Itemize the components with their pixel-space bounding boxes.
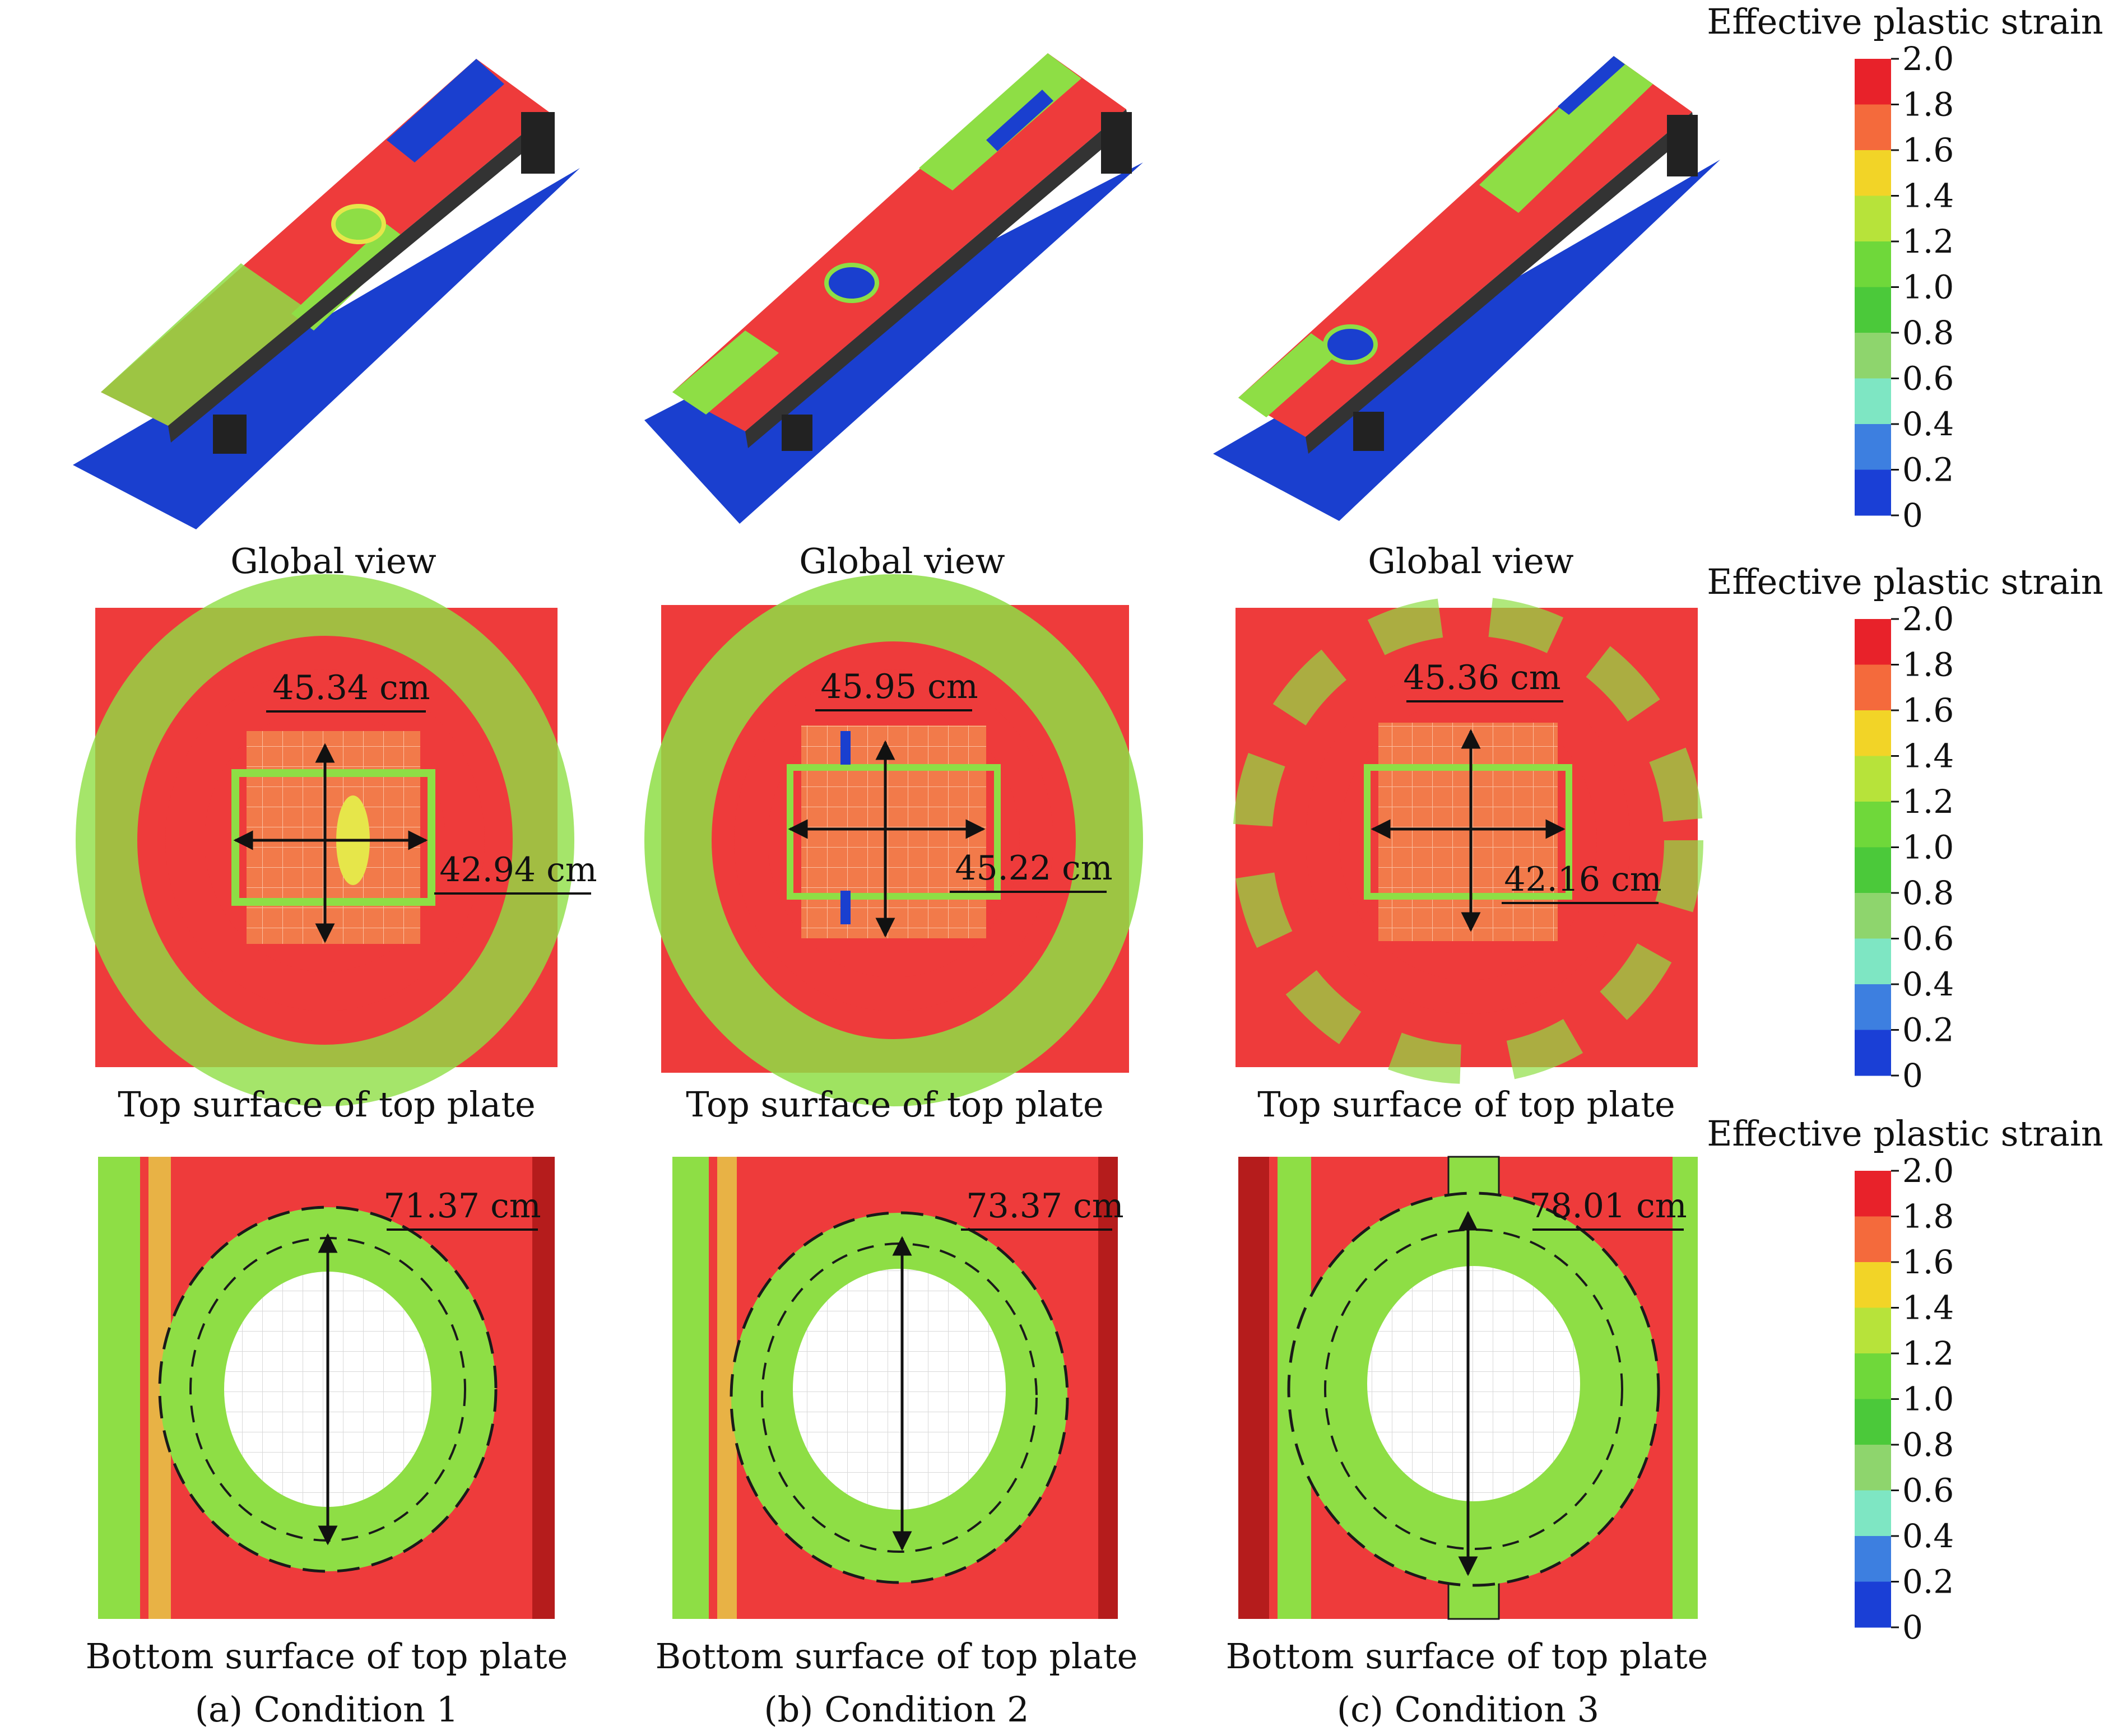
- colorbar-tick-label: 0: [1902, 496, 1923, 534]
- colorbar-segment: [1855, 150, 1891, 196]
- colorbar-segment: [1855, 469, 1891, 516]
- colorbar-title: Effective plastic strain: [1707, 561, 2103, 602]
- top-b-width-label: 45.22 cm: [955, 849, 1112, 888]
- colorbar-segment: [1855, 1490, 1891, 1537]
- colorbar-segment: [1855, 378, 1891, 425]
- colorbar-segment: [1855, 1262, 1891, 1308]
- bottom-surface-label-b: Bottom surface of top plate: [655, 1636, 1138, 1677]
- top-surface-label-b: Top surface of top plate: [686, 1084, 1104, 1125]
- colorbar-tick-label: 0.4: [1902, 965, 1954, 1003]
- colorbar-tick-label: 1.2: [1902, 1334, 1954, 1372]
- global-view-b: [644, 53, 1143, 524]
- colorbar-tick-label: 1.0: [1902, 1380, 1954, 1418]
- colorbar-tick-label: 0: [1902, 1608, 1923, 1646]
- colorbar-segment: [1855, 938, 1891, 985]
- colorbar-segment: [1855, 756, 1891, 802]
- caption-b: (b) Condition 2: [764, 1689, 1029, 1730]
- top-c-width-label: 42.16 cm: [1504, 860, 1661, 899]
- colorbar-segment: [1855, 287, 1891, 333]
- colorbar-tick-label: 1.6: [1902, 691, 1954, 729]
- top-surface-label-a: Top surface of top plate: [118, 1084, 536, 1125]
- colorbar-tick-label: 0.2: [1902, 451, 1954, 489]
- colorbar-tick-label: 0.8: [1902, 1426, 1954, 1464]
- colorbar-tick-label: 1.6: [1902, 1243, 1954, 1281]
- colorbar-tick-label: 0: [1902, 1057, 1923, 1095]
- colorbar-tick-label: 2.0: [1902, 600, 1954, 638]
- caption-a: (a) Condition 1: [194, 1689, 459, 1730]
- caption-c: (c) Condition 3: [1336, 1689, 1600, 1730]
- colorbar-segment: [1855, 893, 1891, 939]
- top-surface-label-c: Top surface of top plate: [1257, 1084, 1675, 1125]
- colorbar-tick-label: 0.2: [1902, 1011, 1954, 1049]
- colorbar-title: Effective plastic strain: [1707, 1, 2103, 42]
- colorbar-tick-label: 0.6: [1902, 920, 1954, 958]
- colorbar-tick-label: 1.8: [1902, 1198, 1954, 1236]
- bottom-a-diameter-label: 71.37 cm: [383, 1186, 541, 1226]
- colorbar-segment: [1855, 664, 1891, 711]
- colorbar-segment: [1855, 710, 1891, 756]
- colorbar-segment: [1855, 196, 1891, 242]
- colorbar-segment: [1855, 1216, 1891, 1263]
- colorbar-tick-label: 1.2: [1902, 783, 1954, 821]
- colorbar-tick-label: 0.8: [1902, 314, 1954, 352]
- colorbar-tick-label: 1.8: [1902, 646, 1954, 684]
- colorbar-segment: [1855, 333, 1891, 379]
- colorbar-tick-label: 1.0: [1902, 268, 1954, 306]
- colorbar-tick-label: 1.6: [1902, 131, 1954, 169]
- colorbar-segment: [1855, 1581, 1891, 1628]
- colorbar-tick-label: 0.4: [1902, 405, 1954, 443]
- colorbar-tick-label: 1.2: [1902, 222, 1954, 260]
- global-view-label-b: Global view: [799, 541, 1005, 581]
- colorbar-tick-label: 1.8: [1902, 86, 1954, 124]
- colorbar-tick-label: 1.4: [1902, 737, 1954, 775]
- colorbar-segment: [1855, 1445, 1891, 1491]
- bottom-surface-b: [672, 1157, 1118, 1619]
- colorbars: Effective plastic strain2.01.81.61.41.21…: [1707, 1, 2103, 1646]
- colorbar-segment: [1855, 619, 1891, 665]
- colorbar-segment: [1855, 1030, 1891, 1076]
- colorbar-tick-label: 0.6: [1902, 360, 1954, 398]
- colorbar-segment: [1855, 1399, 1891, 1445]
- bottom-surface-label-a: Bottom surface of top plate: [85, 1636, 568, 1677]
- colorbar-tick-label: 1.4: [1902, 1289, 1954, 1327]
- bottom-c-diameter-label: 78.01 cm: [1529, 1186, 1687, 1226]
- colorbar-segment: [1855, 984, 1891, 1030]
- colorbar-tick-label: 1.4: [1902, 177, 1954, 215]
- colorbar-tick-label: 0.8: [1902, 874, 1954, 912]
- colorbar-segment: [1855, 59, 1891, 105]
- colorbar-segment: [1855, 241, 1891, 287]
- colorbar-segment: [1855, 1171, 1891, 1217]
- colorbar-tick-label: 1.0: [1902, 829, 1954, 867]
- global-view-label-c: Global view: [1368, 541, 1574, 581]
- top-a-width-label: 42.94 cm: [439, 850, 597, 890]
- colorbar-segment: [1855, 1307, 1891, 1354]
- colorbar-segment: [1855, 1353, 1891, 1399]
- colorbar-segment: [1855, 1536, 1891, 1582]
- bottom-surface-label-c: Bottom surface of top plate: [1225, 1636, 1708, 1677]
- global-view-label-a: Global view: [230, 541, 436, 581]
- colorbar-segment: [1855, 847, 1891, 893]
- bottom-surface-c: [1238, 1156, 1698, 1620]
- top-c-height-label: 45.36 cm: [1403, 658, 1560, 697]
- colorbar-title: Effective plastic strain: [1707, 1113, 2103, 1154]
- global-view-a: [73, 59, 580, 529]
- colorbar-tick-label: 0.6: [1902, 1472, 1954, 1510]
- colorbar-tick-label: 2.0: [1902, 40, 1954, 78]
- colorbar-tick-label: 0.4: [1902, 1517, 1954, 1555]
- colorbar-segment: [1855, 424, 1891, 470]
- bottom-b-diameter-label: 73.37 cm: [966, 1186, 1123, 1226]
- colorbar-segment: [1855, 802, 1891, 848]
- colorbar-tick-label: 0.2: [1902, 1563, 1954, 1601]
- global-view-c: [1213, 56, 1720, 521]
- top-a-height-label: 45.34 cm: [272, 668, 430, 708]
- top-surface-b: [644, 574, 1143, 1106]
- colorbar-segment: [1855, 104, 1891, 151]
- top-b-height-label: 45.95 cm: [820, 667, 978, 706]
- colorbar-tick-label: 2.0: [1902, 1152, 1954, 1190]
